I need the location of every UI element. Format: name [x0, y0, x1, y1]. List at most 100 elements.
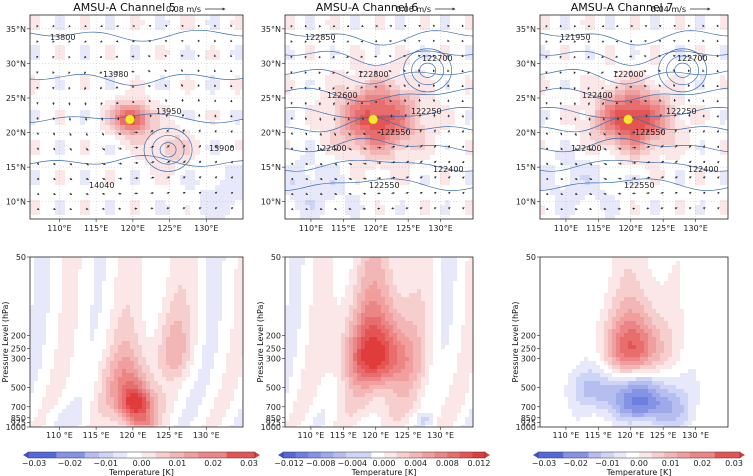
map-heat-cell	[235, 180, 241, 186]
wind-vector	[68, 40, 71, 43]
map-heat-cell	[320, 200, 326, 206]
map-heat-cell	[200, 120, 206, 126]
map-heat-cell	[95, 90, 101, 96]
map-heat-cell	[200, 170, 206, 176]
map-heat-cell	[85, 215, 91, 219]
map-heat-cell	[40, 105, 46, 111]
map-heat-cell	[90, 80, 96, 86]
map-heat-cell	[180, 135, 186, 141]
y-tick-label: 15°N	[261, 163, 281, 172]
map-heat-cell	[105, 135, 111, 141]
map-heat-cell	[170, 105, 176, 111]
map-heat-cell	[395, 125, 401, 131]
map-heat-cell	[330, 160, 336, 166]
map-heat-cell	[50, 215, 56, 219]
map-heat-cell	[115, 15, 121, 21]
map-heat-cell	[540, 80, 546, 86]
map-heat-cell	[35, 35, 41, 41]
map-heat-cell	[565, 70, 571, 76]
map-heat-cell	[95, 190, 101, 196]
map-heat-cell	[685, 15, 691, 21]
map-heat-cell	[725, 85, 728, 91]
map-heat-cell	[440, 150, 446, 156]
map-heat-cell	[725, 95, 728, 101]
map-heat-cell	[290, 50, 296, 56]
map-heat-cell	[555, 65, 561, 71]
map-heat-cell	[595, 25, 601, 31]
map-heat-cell	[145, 125, 151, 131]
map-heat-cell	[425, 150, 431, 156]
map-heat-cell	[315, 120, 321, 126]
map-heat-cell	[90, 55, 96, 61]
wind-vector	[99, 71, 103, 74]
map-heat-cell	[135, 195, 141, 201]
wind-vector	[433, 176, 437, 179]
map-heat-cell	[130, 70, 136, 76]
map-heat-cell	[690, 45, 696, 51]
map-heat-cell	[105, 35, 111, 41]
map-heat-cell	[220, 195, 226, 201]
map-heat-cell	[540, 25, 546, 31]
map-heat-cell	[685, 90, 691, 96]
map-heat-cell	[85, 110, 91, 116]
map-heat-cell	[445, 60, 451, 66]
map-heat-cell	[340, 60, 346, 66]
map-heat-cell	[190, 75, 196, 81]
map-heat-cell	[45, 110, 51, 116]
map-heat-cell	[180, 160, 186, 166]
map-heat-cell	[365, 60, 371, 66]
map-heat-cell	[105, 205, 111, 211]
map-heat-cell	[105, 40, 111, 46]
map-heat-cell	[585, 85, 591, 91]
map-heat-cell	[315, 85, 321, 91]
map-heat-cell	[715, 40, 721, 46]
map-heat-cell	[420, 25, 426, 31]
map-heat-cell	[155, 105, 161, 111]
map-heat-cell	[680, 85, 686, 91]
map-heat-cell	[310, 115, 316, 121]
map-heat-cell	[30, 180, 36, 186]
map-heat-cell	[350, 105, 356, 111]
map-heat-cell	[220, 80, 226, 86]
map-heat-cell	[135, 150, 141, 156]
map-heat-cell	[550, 25, 556, 31]
map-heat-cell	[100, 95, 106, 101]
map-heat-cell	[300, 85, 306, 91]
map-heat-cell	[285, 120, 291, 126]
map-heat-cell	[205, 135, 211, 141]
map-heat-cell	[135, 50, 141, 56]
map-heat-cell	[665, 60, 671, 66]
map-heat-cell	[340, 105, 346, 111]
map-heat-cell	[695, 160, 701, 166]
map-heat-cell	[325, 15, 331, 21]
map-heat-cell	[335, 205, 341, 211]
map-heat-cell	[210, 60, 216, 66]
map-heat-cell	[190, 35, 196, 41]
map-heat-cell	[460, 150, 466, 156]
wind-vector	[359, 70, 363, 74]
map-heat-cell	[365, 45, 371, 51]
map-heat-cell	[335, 100, 341, 106]
map-heat-cell	[340, 100, 346, 106]
map-heat-cell	[560, 85, 566, 91]
map-heat-cell	[635, 165, 641, 171]
map-heat-cell	[305, 180, 311, 186]
map-heat-cell	[400, 95, 406, 101]
map-heat-cell	[600, 60, 606, 66]
map-heat-cell	[45, 180, 51, 186]
map-heat-cell	[665, 75, 671, 81]
map-heat-cell	[630, 50, 636, 56]
map-heat-cell	[405, 60, 411, 66]
map-heat-cell	[425, 145, 431, 151]
map-heat-cell	[605, 30, 611, 36]
map-heat-cell	[300, 65, 306, 71]
map-heat-cell	[95, 15, 101, 21]
map-heat-cell	[440, 160, 446, 166]
map-heat-cell	[70, 160, 76, 166]
map-heat-cell	[385, 120, 391, 126]
map-heat-cell	[440, 105, 446, 111]
map-heat-cell	[135, 85, 141, 91]
map-heat-cell	[655, 85, 661, 91]
map-heat-cell	[125, 70, 131, 76]
map-heat-cell	[225, 145, 231, 151]
